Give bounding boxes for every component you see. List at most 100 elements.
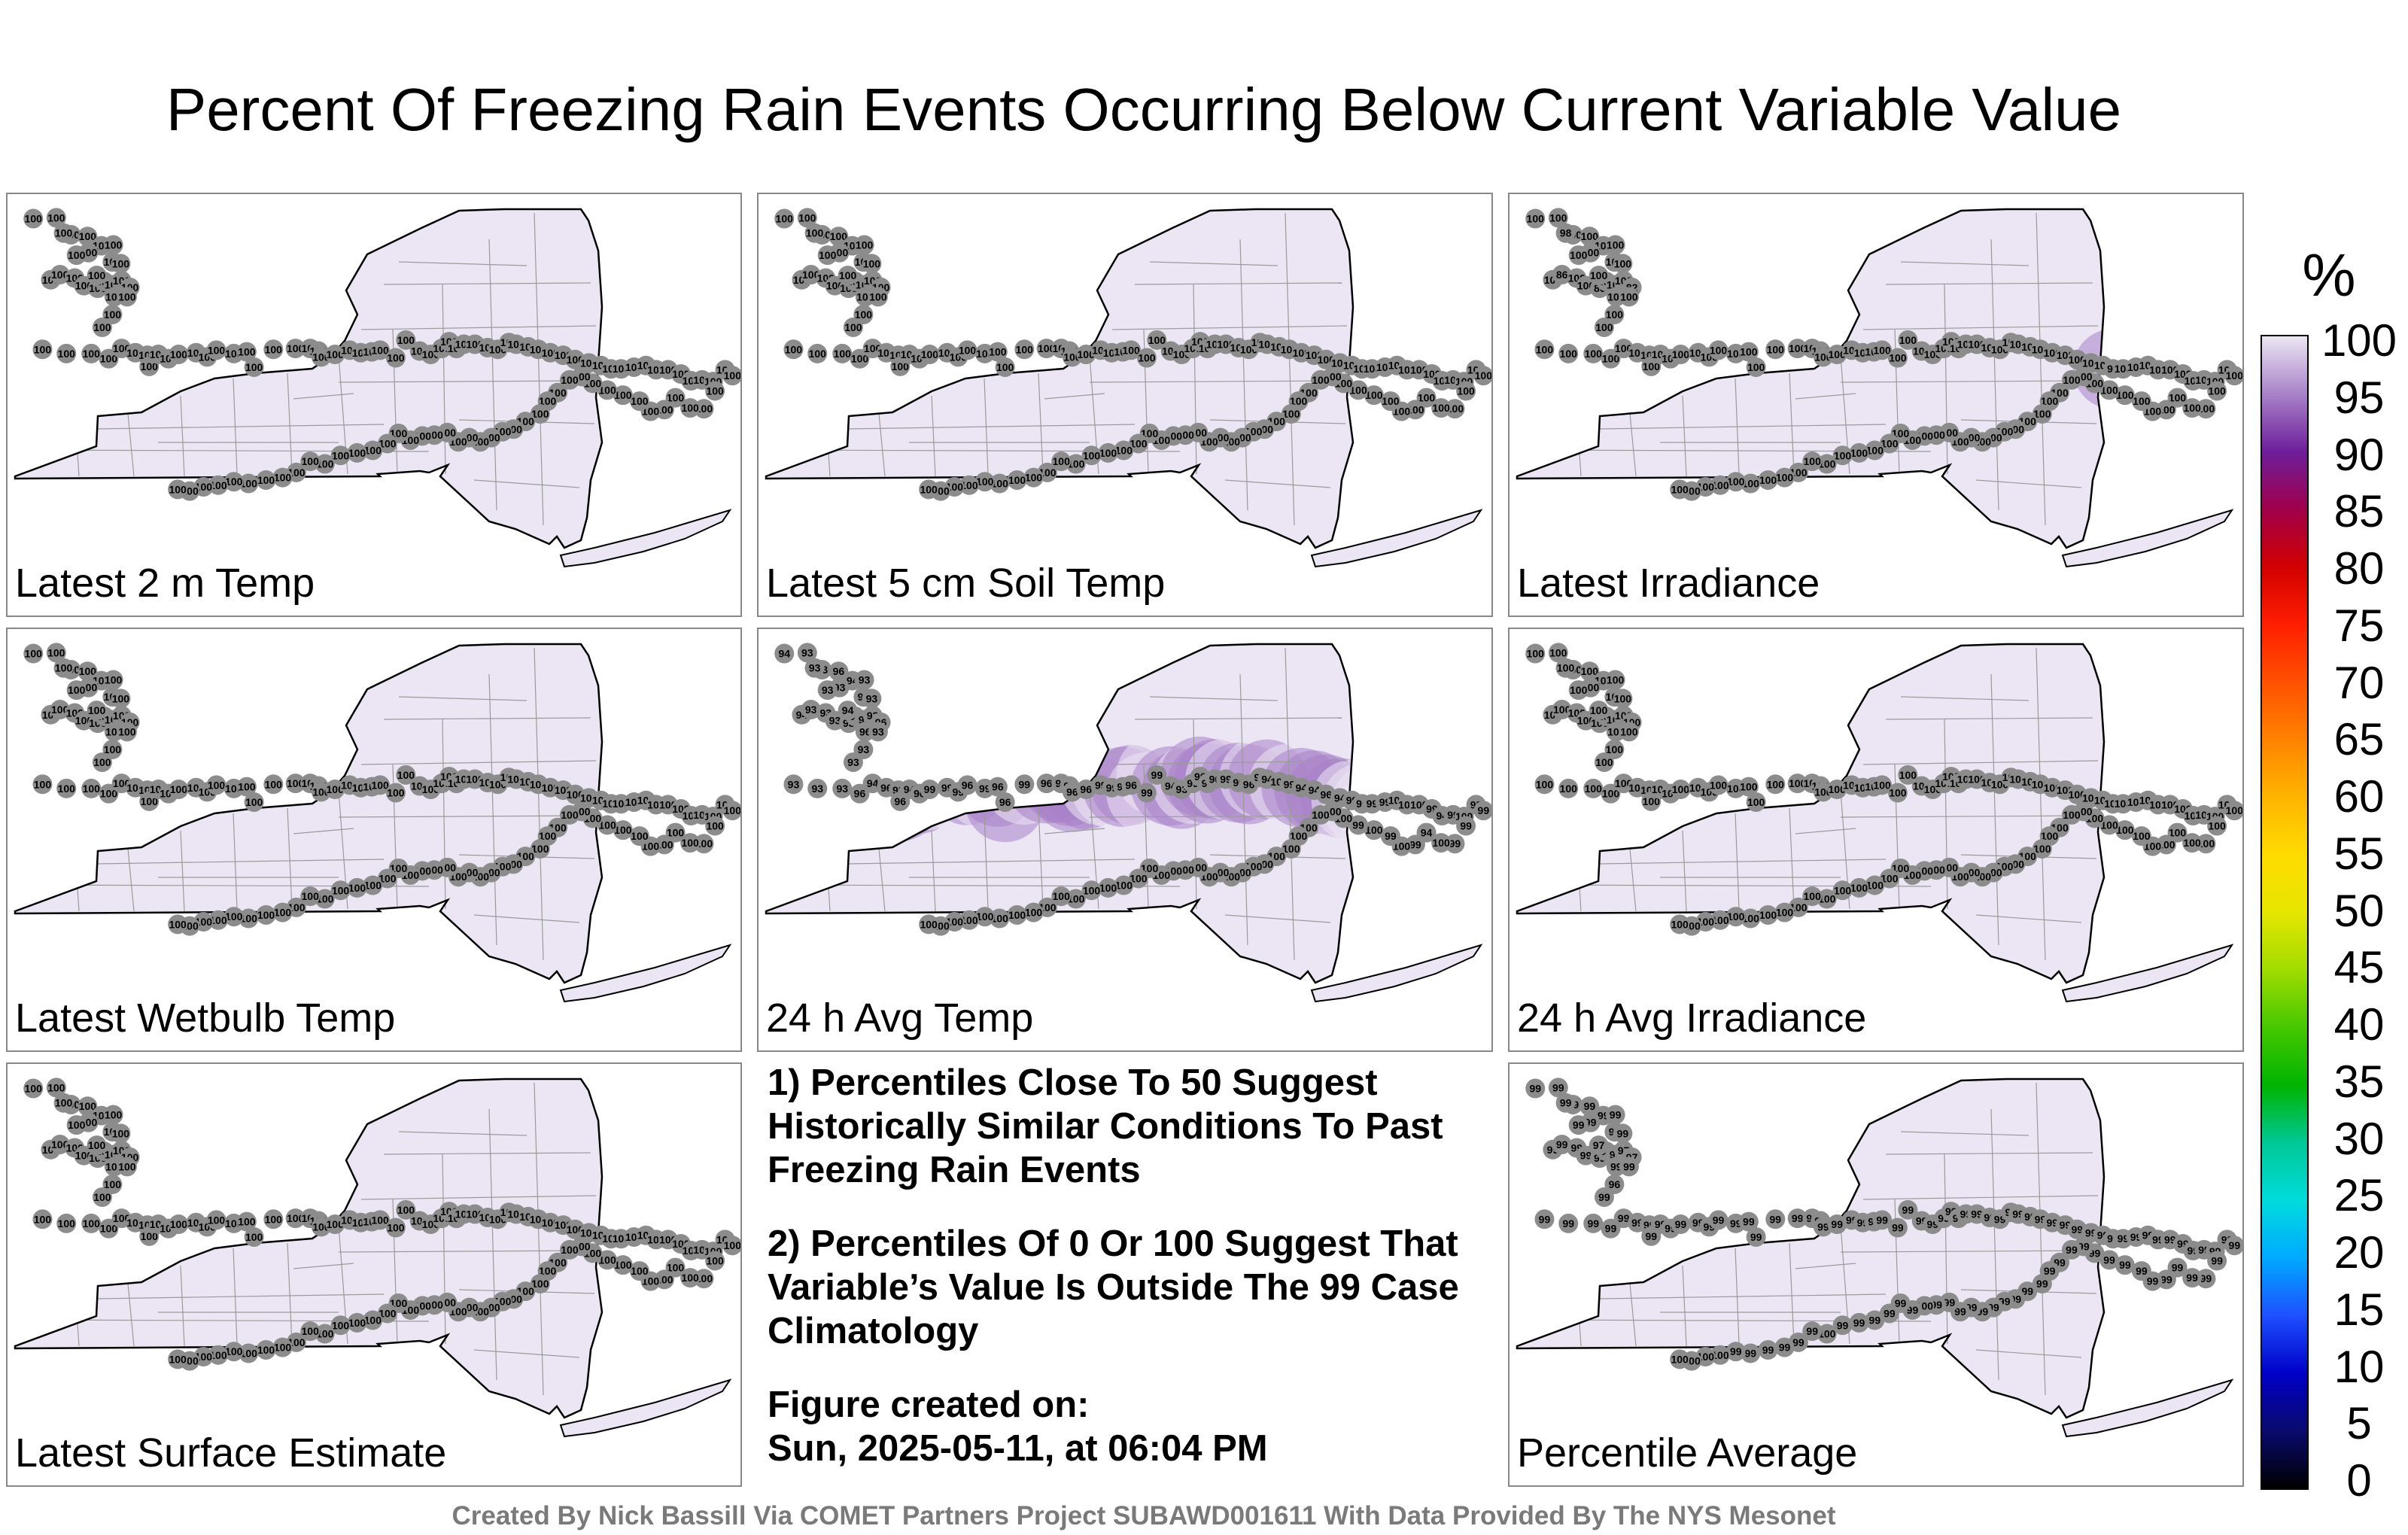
figure-created-label: Figure created on:	[768, 1385, 1090, 1425]
station-value: 100	[287, 777, 305, 789]
station-value: 100	[1711, 914, 1729, 926]
station-value: 99	[1605, 1223, 1617, 1235]
station-marker	[2182, 1268, 2203, 1288]
station-value: 100	[1742, 477, 1760, 489]
station-marker	[1364, 820, 1384, 840]
station-value: 100	[364, 880, 382, 892]
station-marker	[957, 775, 977, 795]
station-marker	[1898, 764, 1918, 785]
station-value: 100	[58, 348, 76, 360]
station-marker	[987, 342, 1008, 362]
station-marker	[325, 345, 345, 365]
station-marker	[56, 778, 77, 798]
station-marker	[530, 839, 550, 859]
station-value: 100	[2169, 827, 2187, 839]
station-marker	[1552, 700, 1572, 720]
station-value: 100	[1099, 882, 1117, 894]
station-marker	[705, 381, 725, 401]
station-value: 100	[2116, 824, 2134, 836]
station-value: 100	[1549, 646, 1567, 658]
station-marker	[1887, 783, 1908, 803]
station-marker	[868, 722, 888, 742]
station-marker	[206, 340, 227, 360]
station-value: 99	[2211, 1255, 2223, 1267]
station-value: 100	[118, 290, 136, 302]
station-value: 100	[208, 779, 226, 791]
station-marker	[990, 473, 1010, 494]
station-marker	[1076, 345, 1096, 365]
station-marker	[1738, 777, 1759, 797]
station-marker	[46, 1078, 66, 1098]
station-marker	[1594, 1187, 1614, 1207]
station-marker	[613, 385, 633, 406]
station-marker	[1121, 775, 1142, 795]
colorbar-tick: 90	[2334, 429, 2385, 480]
station-value: 100	[1607, 674, 1625, 686]
station-marker	[285, 1208, 306, 1229]
station-value: 100	[2041, 395, 2059, 407]
station-marker	[797, 643, 817, 663]
station-marker	[1555, 1093, 1576, 1113]
station-marker	[169, 780, 189, 800]
station-marker	[92, 752, 112, 772]
station-value: 99	[1817, 1220, 1829, 1233]
station-value: 100	[379, 437, 397, 449]
station-marker	[1879, 1303, 1899, 1324]
station-marker	[1594, 752, 1614, 772]
station-value: 100	[1025, 907, 1043, 919]
station-value: 100	[798, 211, 816, 223]
station-value: 100	[83, 1217, 101, 1230]
station-value: 93	[859, 674, 871, 686]
station-value: 100	[1585, 348, 1603, 360]
station-marker	[1348, 380, 1369, 400]
station-value: 100	[531, 1278, 549, 1290]
station-value: 100	[976, 476, 994, 488]
station-value: 100	[238, 781, 256, 793]
station-value: 100	[1349, 384, 1367, 396]
station-marker	[987, 777, 1008, 797]
station-marker	[1534, 339, 1555, 360]
station-value: 100	[79, 1100, 97, 1112]
station-value: 99	[1598, 1191, 1610, 1203]
station-value: 100	[1671, 918, 1689, 930]
station-value: 96	[1041, 777, 1053, 789]
station-marker	[919, 914, 939, 935]
station-value: 100	[539, 830, 557, 842]
station-marker	[1741, 1343, 1761, 1363]
station-value: 99	[1792, 1212, 1804, 1224]
station-value: 100	[348, 1317, 366, 1329]
station-marker	[330, 445, 351, 466]
station-marker	[1708, 775, 1728, 795]
station-value: 100	[390, 1297, 408, 1309]
station-value: 93	[858, 743, 870, 755]
station-value: 99	[1762, 1344, 1774, 1356]
station-value: 100	[316, 1328, 334, 1340]
station-value: 100	[1643, 360, 1661, 372]
station-value: 100	[631, 830, 649, 842]
station-marker	[2115, 820, 2135, 840]
station-marker	[801, 700, 821, 720]
station-value: 100	[287, 1212, 305, 1224]
station-value: 100	[976, 910, 994, 923]
station-value: 99	[2044, 1265, 2056, 1277]
colorbar-tick: 75	[2334, 600, 2385, 651]
station-value: 100	[1016, 343, 1034, 355]
station-value: 100	[332, 1319, 350, 1331]
station-value: 100	[58, 1217, 76, 1230]
station-marker	[263, 1209, 284, 1230]
station-value: 86	[1556, 269, 1568, 281]
station-marker	[285, 339, 306, 359]
station-marker	[1036, 339, 1057, 359]
station-value: 100	[1607, 239, 1625, 251]
station-marker	[629, 391, 649, 412]
station-marker	[1431, 398, 1452, 418]
station-value: 100	[1083, 449, 1101, 461]
station-marker	[1023, 467, 1044, 488]
station-marker	[377, 868, 397, 889]
station-marker	[868, 287, 888, 307]
station-marker	[1023, 902, 1044, 923]
station-marker	[244, 1226, 264, 1247]
station-marker	[263, 339, 284, 360]
station-value: 100	[1606, 309, 1624, 321]
note-percentiles-50: 1) Percentiles Close To 50 Suggest Histo…	[768, 1062, 1443, 1190]
